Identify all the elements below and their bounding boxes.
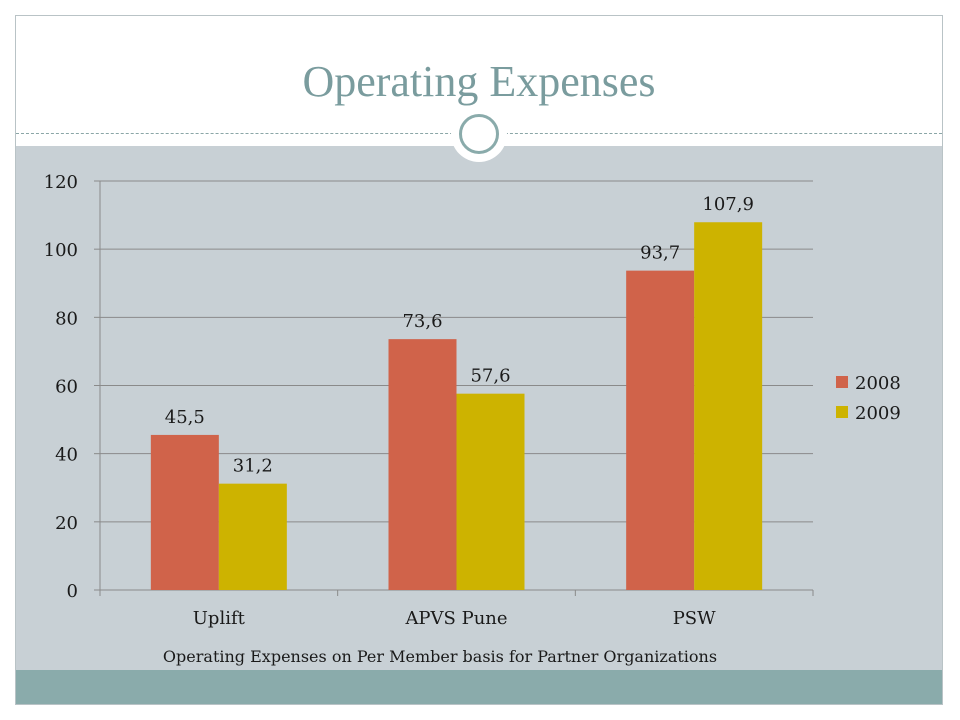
y-tick-label: 120 <box>44 172 78 193</box>
y-tick-label: 60 <box>55 377 78 398</box>
y-tick-label: 80 <box>55 308 78 329</box>
data-label: 93,7 <box>640 243 680 264</box>
y-tick-label: 40 <box>55 445 78 466</box>
slide-title: Operating Expenses <box>302 57 656 106</box>
circle-ornament-ring <box>459 114 499 154</box>
data-label: 45,5 <box>165 407 205 428</box>
x-category-label: APVS Pune <box>404 608 507 629</box>
data-labels: 45,5 31,2 73,6 57,6 93,7 107,9 <box>165 194 754 476</box>
x-category-label: Uplift <box>193 608 246 629</box>
legend: 2008 2009 <box>836 373 901 424</box>
data-label: 57,6 <box>470 366 510 387</box>
bar-2009-uplift <box>218 483 287 590</box>
y-tick-label: 0 <box>67 581 78 602</box>
legend-label: 2008 <box>855 373 901 394</box>
bar-2008-uplift <box>150 434 219 590</box>
y-tick-label: 20 <box>55 513 78 534</box>
bar-2008-psw <box>626 270 695 590</box>
legend-label: 2009 <box>855 403 901 424</box>
data-label: 73,6 <box>402 311 442 332</box>
data-label: 107,9 <box>702 194 754 215</box>
x-axis-categories: Uplift APVS Pune PSW <box>99 590 814 629</box>
bar-2008-apvs-pune <box>388 339 457 590</box>
bar-2009-apvs-pune <box>456 393 525 590</box>
legend-swatch-2008 <box>836 376 848 388</box>
chart-caption: Operating Expenses on Per Member basis f… <box>162 647 718 666</box>
y-axis-ticks: 0 20 40 60 80 100 120 <box>44 172 100 602</box>
y-tick-label: 100 <box>44 240 78 261</box>
circle-ornament-icon <box>451 106 507 162</box>
data-label: 31,2 <box>233 456 273 477</box>
x-category-label: PSW <box>673 608 716 629</box>
bars <box>150 222 763 590</box>
bar-2009-psw <box>694 222 763 590</box>
legend-swatch-2009 <box>836 406 848 418</box>
footer-band <box>16 670 942 704</box>
